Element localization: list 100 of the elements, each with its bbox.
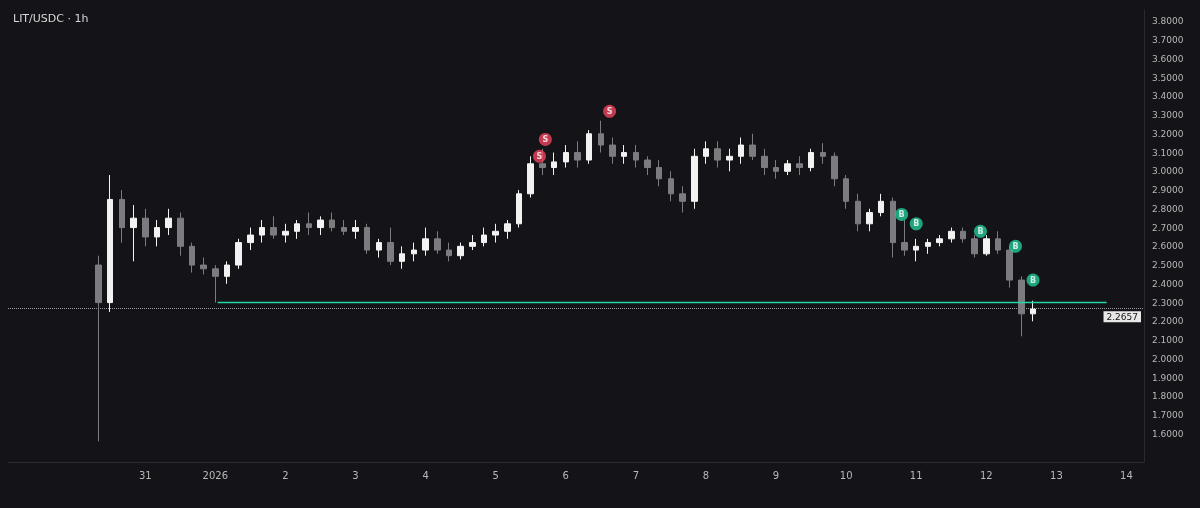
chart-title: LIT/USDC · 1h xyxy=(13,12,89,25)
candlestick xyxy=(130,204,137,262)
candlestick xyxy=(574,140,581,169)
candlestick xyxy=(609,137,616,165)
candlestick xyxy=(960,227,966,244)
candlestick xyxy=(282,223,289,244)
candlestick xyxy=(551,152,557,176)
x-tick-label: 6 xyxy=(562,469,569,481)
data-label: B xyxy=(913,219,920,229)
y-tick-label: 2.5000 xyxy=(1152,260,1184,271)
candlestick xyxy=(481,227,487,247)
candlestick xyxy=(925,238,931,255)
candlestick xyxy=(866,208,873,232)
candlestick xyxy=(784,159,791,176)
candlestick xyxy=(890,197,896,259)
candlestick xyxy=(352,219,359,240)
x-tick-label: 2026 xyxy=(202,469,229,481)
y-tick-label: 2.0000 xyxy=(1152,353,1184,364)
candlestick xyxy=(761,148,768,176)
candlestick xyxy=(387,227,394,266)
candlestick xyxy=(446,242,452,262)
candlestick xyxy=(936,234,943,247)
candlestick xyxy=(235,238,242,270)
data-label: B xyxy=(1029,275,1037,285)
candlestick xyxy=(154,219,160,247)
candlestick xyxy=(294,219,300,240)
candlestick xyxy=(831,152,838,187)
candlestick xyxy=(563,144,569,169)
y-tick-label: 1.6000 xyxy=(1152,428,1184,439)
candlestick xyxy=(399,245,405,270)
candlestick xyxy=(773,159,779,180)
candlestick xyxy=(679,185,686,214)
candlestick xyxy=(376,238,382,259)
candlestick xyxy=(983,234,990,257)
candlestick xyxy=(796,155,803,176)
y-tick-label: 2.3000 xyxy=(1152,297,1184,308)
candlestick xyxy=(843,174,849,210)
y-tick-label: 3.0000 xyxy=(1152,166,1184,177)
candlestick xyxy=(598,120,604,154)
candlestick xyxy=(189,242,195,274)
candlestick xyxy=(855,193,861,232)
candlestick xyxy=(621,144,627,165)
candlestick xyxy=(901,219,908,257)
candlestick xyxy=(971,234,978,259)
candlestick xyxy=(306,212,312,236)
candlestick xyxy=(726,148,733,172)
x-tick-label: 5 xyxy=(492,469,499,481)
candlestick xyxy=(364,223,370,255)
x-tick-label: 9 xyxy=(772,469,780,481)
y-tick-label: 3.4000 xyxy=(1152,91,1184,102)
candlestick xyxy=(434,230,441,255)
candlestick xyxy=(527,155,534,199)
y-tick-label: 3.7000 xyxy=(1152,35,1184,46)
x-tick-label: 12 xyxy=(979,469,993,481)
candlestick xyxy=(539,148,546,176)
candlestick xyxy=(224,260,230,285)
candlestick xyxy=(948,227,955,244)
candlestick xyxy=(177,212,184,257)
y-tick-label: 3.6000 xyxy=(1152,53,1184,64)
candlestick xyxy=(1018,275,1025,337)
candlestick xyxy=(200,257,207,275)
candlestick xyxy=(1030,300,1036,322)
x-tick-label: 8 xyxy=(702,469,710,481)
candlestick xyxy=(820,142,826,165)
candlestick xyxy=(504,219,511,240)
y-tick-label: 2.6000 xyxy=(1152,241,1184,252)
candlestick xyxy=(95,255,102,442)
candlestick xyxy=(259,219,265,244)
y-tick-label: 3.2000 xyxy=(1152,128,1184,139)
candlestick xyxy=(270,215,277,240)
candlestick xyxy=(119,189,125,244)
candlestick xyxy=(317,215,324,236)
candlestick xyxy=(586,129,592,165)
x-tick-label: 13 xyxy=(1050,469,1063,481)
y-tick-label: 3.3000 xyxy=(1152,110,1184,121)
data-label: B xyxy=(977,226,984,236)
data-label: B xyxy=(898,209,905,219)
candlestick xyxy=(668,170,674,202)
x-tick-label: 7 xyxy=(632,469,640,481)
data-label: B xyxy=(1012,241,1019,251)
data-label: S xyxy=(606,106,613,116)
x-tick-label: 10 xyxy=(839,469,853,481)
data-label: S xyxy=(536,151,543,161)
candlestick xyxy=(656,159,662,187)
y-tick-label: 2.7000 xyxy=(1152,222,1184,233)
x-tick-label: 2 xyxy=(282,469,289,481)
y-tick-label: 3.1000 xyxy=(1152,147,1184,158)
y-tick-label: 2.8000 xyxy=(1152,203,1184,214)
candlestick xyxy=(165,208,172,236)
x-tick-label: 14 xyxy=(1120,469,1133,481)
candlestick xyxy=(329,212,335,232)
data-label: S xyxy=(542,134,549,144)
x-tick-label: 11 xyxy=(909,469,923,481)
candlestick xyxy=(633,144,639,169)
candlestick xyxy=(457,242,464,260)
candlestick xyxy=(492,223,499,244)
candlestick xyxy=(341,219,347,236)
y-tick-label: 1.9000 xyxy=(1152,372,1184,383)
candlestick xyxy=(749,133,756,161)
candlestick xyxy=(995,230,1001,255)
